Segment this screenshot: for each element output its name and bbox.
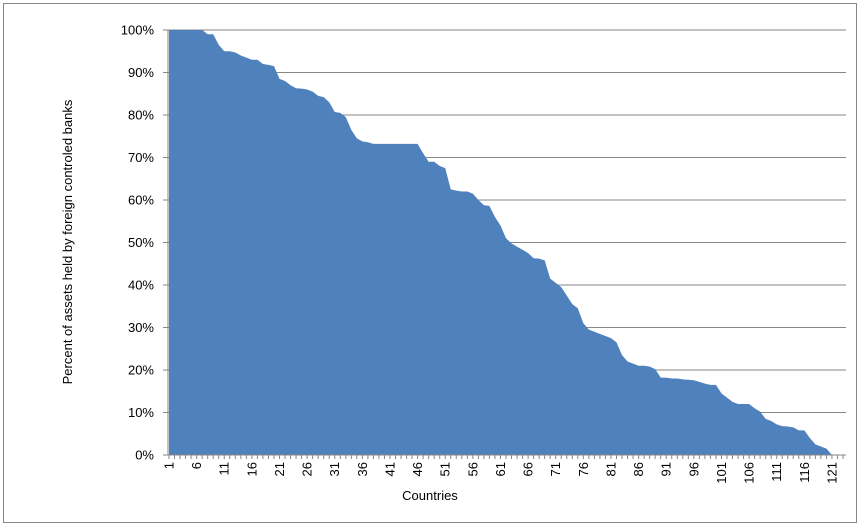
x-tick-label: 11 [217, 462, 232, 476]
x-tick-label: 101 [714, 462, 729, 484]
y-tick-label: 80% [128, 108, 154, 123]
y-tick-label: 100% [121, 23, 155, 38]
x-tick-label: 31 [327, 462, 342, 476]
x-tick-label: 1 [162, 462, 177, 469]
x-axis-title: Countries [402, 488, 458, 503]
area [169, 30, 843, 455]
x-tick-label: 76 [576, 462, 591, 476]
x-tick-label: 86 [631, 462, 646, 476]
x-tick-label: 51 [438, 462, 453, 476]
y-tick-label: 0% [135, 448, 154, 463]
x-tick-label: 46 [410, 462, 425, 476]
x-tick-label: 16 [244, 462, 259, 476]
y-tick-label: 30% [128, 320, 154, 335]
x-tick-label: 61 [493, 462, 508, 476]
y-tick-label: 70% [128, 150, 154, 165]
x-tick-label: 6 [189, 462, 204, 469]
y-tick-label: 20% [128, 363, 154, 378]
x-tick-label: 121 [824, 462, 839, 484]
y-axis-title: Percent of assets held by foreign contro… [60, 99, 75, 384]
y-tick-label: 60% [128, 193, 154, 208]
x-tick-label: 41 [382, 462, 397, 476]
x-tick-label: 91 [659, 462, 674, 476]
x-tick-label: 26 [300, 462, 315, 476]
x-tick-label: 116 [797, 462, 812, 483]
x-tick-label: 96 [686, 462, 701, 476]
y-tick-label: 50% [128, 235, 154, 250]
x-tick-label: 66 [521, 462, 536, 476]
x-tick-label: 106 [742, 462, 757, 484]
x-tick-label: 111 [769, 462, 784, 482]
x-tick-label: 36 [355, 462, 370, 476]
y-tick-label: 90% [128, 65, 154, 80]
y-tick-label: 10% [128, 405, 154, 420]
x-tick-label: 71 [548, 462, 563, 476]
x-tick-label: 21 [272, 462, 287, 476]
y-tick-label: 40% [128, 278, 154, 293]
x-tick-label: 56 [465, 462, 480, 476]
x-tick-label: 81 [603, 462, 618, 476]
